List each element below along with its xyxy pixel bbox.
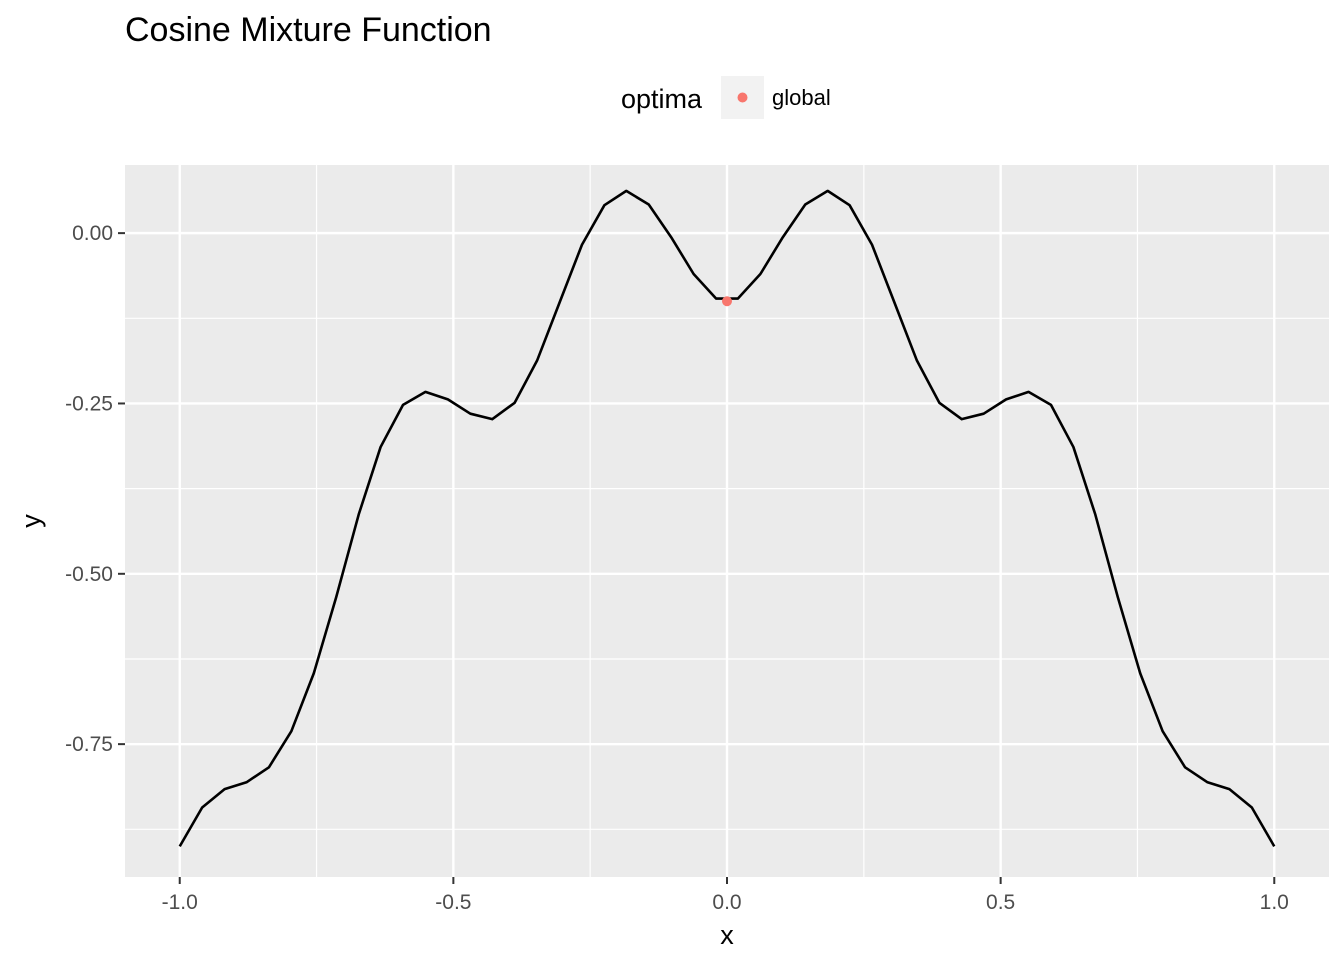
legend-title: optima xyxy=(621,84,703,114)
y-axis-title: y xyxy=(16,514,46,528)
legend-label-global: global xyxy=(772,85,831,110)
x-axis-title: x xyxy=(720,920,734,950)
x-axis: -1.0 -0.5 0.0 0.5 1.0 xyxy=(162,877,1289,914)
y-tick-label: -0.25 xyxy=(65,392,113,415)
x-tick-label: 0.0 xyxy=(712,891,741,914)
legend: optima global xyxy=(621,76,831,119)
x-tick-label: -1.0 xyxy=(162,891,198,914)
legend-key-point xyxy=(737,92,748,103)
points-layer xyxy=(722,296,732,307)
x-tick-label: -0.5 xyxy=(435,891,471,914)
y-axis: 0.00 -0.25 -0.50 -0.75 xyxy=(65,222,125,756)
x-tick-label: 0.5 xyxy=(986,891,1015,914)
y-tick-label: -0.50 xyxy=(65,563,113,586)
x-tick-label: 1.0 xyxy=(1260,891,1289,914)
major-gridlines xyxy=(125,165,1329,877)
global-optimum-point xyxy=(722,296,732,307)
y-tick-label: 0.00 xyxy=(72,222,113,245)
chart-title: Cosine Mixture Function xyxy=(125,11,492,49)
y-tick-label: -0.75 xyxy=(65,733,113,756)
